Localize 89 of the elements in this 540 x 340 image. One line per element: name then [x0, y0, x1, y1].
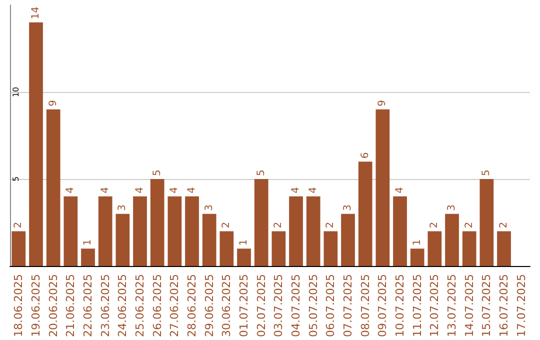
- x-tick-label: 30.06.2025: [220, 274, 234, 338]
- bar: [497, 231, 511, 266]
- data-label: 2: [273, 222, 284, 228]
- data-label: 3: [342, 204, 354, 211]
- data-label: 4: [308, 187, 319, 194]
- data-label: 1: [82, 239, 94, 246]
- bar: [254, 179, 268, 266]
- x-tick-label: 28.06.2025: [186, 274, 198, 338]
- x-tick-label: 25.06.2025: [134, 274, 146, 338]
- x-tick-label: 20.06.2025: [46, 274, 60, 338]
- x-tick-label: 08.07.2025: [358, 274, 372, 338]
- data-label: 4: [290, 187, 302, 194]
- data-label: 2: [429, 222, 440, 228]
- x-tick-label: 16.07.2025: [498, 274, 510, 338]
- data-label: 2: [221, 222, 232, 228]
- bar: [272, 231, 286, 266]
- bar: [202, 214, 216, 266]
- data-label: 4: [169, 187, 180, 194]
- bar: [410, 248, 424, 266]
- bar: [150, 179, 164, 266]
- data-label: 2: [325, 222, 336, 228]
- bar: [428, 231, 442, 266]
- x-tick-label: 22.06.2025: [82, 274, 94, 338]
- bar: [12, 231, 26, 266]
- data-label: 4: [186, 187, 198, 194]
- data-label: 2: [498, 222, 510, 228]
- data-label: 4: [100, 187, 111, 194]
- bar: [46, 109, 60, 266]
- data-label: 9: [377, 100, 388, 106]
- bar: [393, 196, 407, 266]
- data-label: 4: [65, 187, 76, 194]
- x-tick-label: 13.07.2025: [446, 274, 458, 338]
- x-tick-label: 14.07.2025: [462, 274, 476, 338]
- bar: [341, 214, 355, 266]
- x-tick-label: 26.06.2025: [150, 274, 164, 338]
- bar: [237, 248, 251, 266]
- bar: [98, 196, 112, 266]
- x-tick-label: 29.06.2025: [202, 274, 216, 338]
- data-label: 5: [481, 170, 492, 176]
- x-tick-label: 07.07.2025: [342, 274, 354, 338]
- x-tick-label: 19.06.2025: [30, 274, 42, 338]
- bar: [168, 196, 182, 266]
- data-label: 3: [117, 204, 128, 211]
- data-label: 2: [13, 222, 24, 228]
- bar: [133, 196, 147, 266]
- bar: [185, 196, 199, 266]
- x-tick-label: 10.07.2025: [394, 274, 406, 338]
- x-tick-label: 09.07.2025: [376, 274, 390, 338]
- data-label: 3: [204, 204, 215, 211]
- data-label: 5: [256, 170, 267, 176]
- x-tick-label: 12.07.2025: [428, 274, 442, 338]
- bar: [116, 214, 130, 266]
- bar: [220, 231, 234, 266]
- data-label: 14: [30, 6, 42, 20]
- x-tick-label: 05.07.2025: [306, 274, 320, 338]
- data-label: 3: [446, 204, 458, 211]
- bar: [376, 109, 390, 266]
- bar: [324, 231, 338, 266]
- x-tick-label: 11.07.2025: [410, 274, 424, 338]
- bar: [480, 179, 494, 266]
- bar: [289, 196, 303, 266]
- x-tick-label: 02.07.2025: [254, 274, 268, 338]
- data-label: 5: [152, 170, 163, 176]
- data-label: 1: [412, 239, 423, 246]
- bar: [462, 231, 476, 266]
- x-tick-label: 06.07.2025: [324, 274, 338, 338]
- x-tick-label: 24.06.2025: [116, 274, 130, 338]
- bar: [358, 162, 372, 266]
- x-tick-label: 04.07.2025: [290, 274, 302, 338]
- x-tick-label: 17.07.2025: [514, 274, 528, 338]
- bar: [81, 248, 95, 266]
- data-label: 2: [464, 222, 475, 228]
- bar: [29, 22, 43, 266]
- x-tick-label: 18.06.2025: [12, 274, 26, 338]
- x-tick-label: 21.06.2025: [64, 274, 78, 338]
- data-label: 9: [48, 100, 59, 106]
- x-tick-label: 03.07.2025: [272, 274, 286, 338]
- data-label: 1: [238, 239, 250, 246]
- bar: [306, 196, 320, 266]
- data-label: 4: [134, 187, 146, 194]
- bar: [445, 214, 459, 266]
- data-label: 4: [394, 187, 406, 194]
- bar: [64, 196, 78, 266]
- y-tick-label: 10: [12, 86, 20, 98]
- data-label: 6: [360, 152, 371, 159]
- x-tick-label: 01.07.2025: [238, 274, 250, 338]
- x-tick-label: 15.07.2025: [480, 274, 494, 338]
- x-tick-label: 27.06.2025: [168, 274, 182, 338]
- x-tick-label: 23.06.2025: [98, 274, 112, 338]
